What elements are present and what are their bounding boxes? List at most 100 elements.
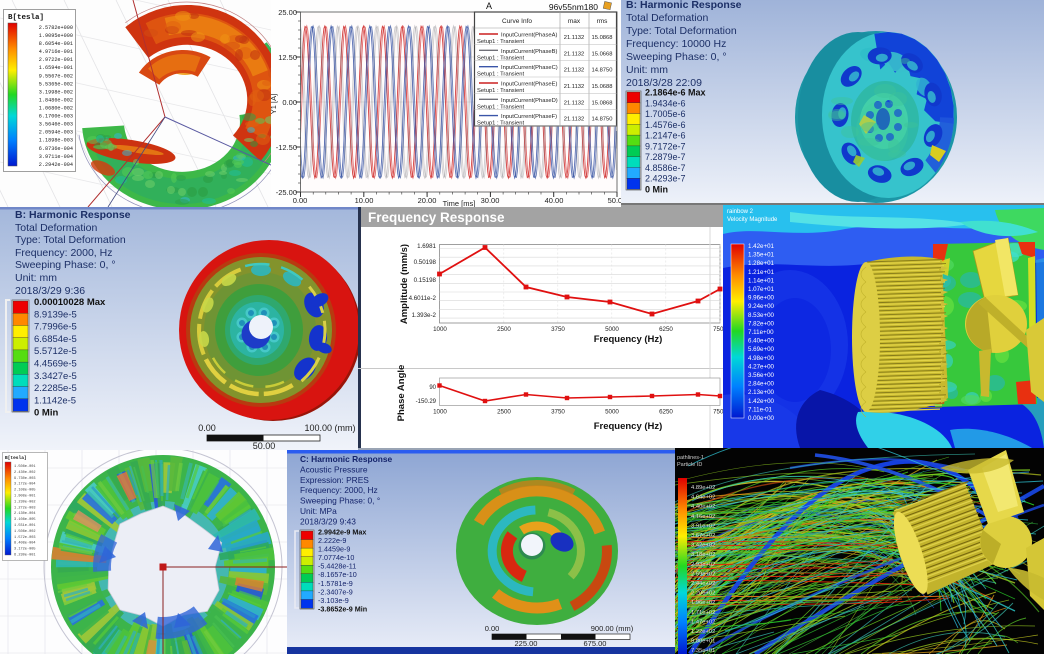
svg-text:pathlines-1: pathlines-1 — [677, 455, 704, 461]
svg-text:-2.3407e-9: -2.3407e-9 — [318, 587, 353, 596]
svg-text:2.84e+00: 2.84e+00 — [748, 381, 775, 388]
svg-text:50.00: 50.00 — [608, 196, 627, 205]
svg-text:Amplitude (mm/s): Amplitude (mm/s) — [399, 244, 410, 324]
svg-text:2.69e+02: 2.69e+02 — [691, 571, 715, 577]
svg-text:2.1864e-6 Max: 2.1864e-6 Max — [645, 88, 706, 98]
svg-text:1.1142e-5: 1.1142e-5 — [34, 395, 76, 406]
svg-text:Setup1 : Transient: Setup1 : Transient — [477, 55, 524, 61]
svg-text:7.2879e-7: 7.2879e-7 — [645, 152, 686, 162]
svg-text:14.8750: 14.8750 — [592, 68, 613, 74]
svg-text:1.572e-003: 1.572e-003 — [14, 536, 36, 540]
svg-text:Unit: MPa: Unit: MPa — [300, 506, 337, 516]
svg-text:-5.4428e-11: -5.4428e-11 — [318, 562, 356, 571]
svg-text:9.96e+00: 9.96e+00 — [748, 295, 775, 302]
svg-text:7500: 7500 — [713, 409, 727, 416]
svg-text:B[tesla]: B[tesla] — [5, 455, 27, 461]
svg-text:Setup1 : Transient: Setup1 : Transient — [477, 72, 524, 78]
svg-text:2.108e-005: 2.108e-005 — [14, 489, 36, 493]
svg-text:Curve Info: Curve Info — [502, 18, 532, 25]
svg-text:1.4576e-6: 1.4576e-6 — [645, 120, 686, 130]
svg-text:Frequency: 10000 Hz: Frequency: 10000 Hz — [626, 38, 726, 50]
svg-text:3.42e+02: 3.42e+02 — [691, 543, 715, 549]
svg-text:15.0868: 15.0868 — [592, 100, 613, 106]
svg-text:1.908e-001: 1.908e-001 — [14, 495, 36, 499]
svg-text:4.6011e-2: 4.6011e-2 — [409, 295, 437, 302]
svg-text:8.408e-004: 8.408e-004 — [14, 542, 36, 546]
svg-text:2018/3/29 9:36: 2018/3/29 9:36 — [15, 285, 85, 297]
svg-text:21.1132: 21.1132 — [564, 35, 585, 41]
svg-text:50.00: 50.00 — [253, 441, 276, 451]
svg-text:1.28e+01: 1.28e+01 — [748, 260, 775, 267]
svg-text:1.6981: 1.6981 — [417, 243, 436, 250]
svg-text:1.1898e-003: 1.1898e-003 — [39, 138, 73, 144]
svg-text:2018/3/29 9:43: 2018/3/29 9:43 — [300, 516, 356, 526]
svg-text:7.82e+00: 7.82e+00 — [748, 320, 775, 327]
svg-text:2500: 2500 — [497, 326, 511, 333]
svg-text:Time [ms]: Time [ms] — [443, 199, 476, 208]
svg-text:Total Deformation: Total Deformation — [15, 222, 97, 234]
svg-text:Unit: mm: Unit: mm — [15, 272, 57, 284]
svg-text:0.50198: 0.50198 — [414, 259, 437, 266]
svg-text:-1.5781e-9: -1.5781e-9 — [318, 579, 353, 588]
svg-text:Velocity Magnitude: Velocity Magnitude — [727, 217, 778, 223]
svg-text:4.8586e-7: 4.8586e-7 — [645, 163, 686, 173]
svg-text:Particle ID: Particle ID — [677, 462, 702, 468]
svg-text:1.42e+00: 1.42e+00 — [748, 398, 775, 405]
svg-text:3750: 3750 — [551, 326, 565, 333]
svg-text:4.9716e-001: 4.9716e-001 — [39, 49, 73, 55]
svg-text:1.42e+01: 1.42e+01 — [748, 243, 775, 250]
svg-text:675.00: 675.00 — [584, 639, 607, 648]
svg-text:2.9722e-001: 2.9722e-001 — [39, 57, 73, 63]
svg-text:Phase Angle: Phase Angle — [396, 365, 407, 422]
svg-text:1.8486e-002: 1.8486e-002 — [39, 98, 73, 104]
svg-text:0.00010028 Max: 0.00010028 Max — [34, 297, 106, 308]
svg-text:max: max — [568, 18, 581, 25]
svg-text:3750: 3750 — [551, 409, 565, 416]
svg-text:15.0668: 15.0668 — [592, 51, 613, 57]
svg-text:Expression: PRES: Expression: PRES — [300, 475, 369, 485]
svg-text:6.40e+00: 6.40e+00 — [748, 338, 775, 345]
svg-text:1.272e-003: 1.272e-003 — [14, 506, 36, 510]
svg-text:8.6054e-001: 8.6054e-001 — [39, 41, 73, 47]
svg-text:7.35e+01: 7.35e+01 — [691, 648, 715, 654]
svg-text:1.6594e-001: 1.6594e-001 — [39, 65, 73, 71]
svg-text:25.00: 25.00 — [278, 8, 297, 17]
svg-text:-12.50: -12.50 — [276, 143, 297, 152]
svg-text:1.2147e-6: 1.2147e-6 — [645, 131, 686, 141]
svg-text:2.130e-004: 2.130e-004 — [14, 512, 36, 516]
svg-text:Setup1 : Transient: Setup1 : Transient — [477, 88, 524, 94]
svg-text:7500: 7500 — [713, 326, 727, 333]
svg-text:-3.103e-9: -3.103e-9 — [318, 596, 349, 605]
svg-text:1000: 1000 — [433, 326, 447, 333]
svg-text:rainbow 2: rainbow 2 — [727, 209, 754, 215]
svg-text:1000: 1000 — [433, 409, 447, 416]
svg-text:2.20e+02: 2.20e+02 — [691, 591, 715, 597]
svg-text:4.27e+00: 4.27e+00 — [748, 363, 775, 370]
svg-text:30.00: 30.00 — [481, 196, 500, 205]
svg-text:2.9942e-9 Max: 2.9942e-9 Max — [318, 528, 366, 537]
svg-text:5.69e+00: 5.69e+00 — [748, 346, 775, 353]
svg-text:InputCurrent(PhaseE): InputCurrent(PhaseE) — [501, 82, 557, 88]
svg-text:Sweeping Phase: 0, °: Sweeping Phase: 0, ° — [300, 496, 380, 506]
svg-text:Y1 [A]: Y1 [A] — [269, 94, 278, 114]
svg-text:9.5567e-002: 9.5567e-002 — [39, 73, 73, 79]
svg-text:8.9139e-5: 8.9139e-5 — [34, 309, 77, 320]
svg-text:2018/3/28 22:09: 2018/3/28 22:09 — [626, 77, 702, 89]
svg-text:-150.29: -150.29 — [416, 399, 437, 405]
svg-text:10.00: 10.00 — [355, 196, 374, 205]
svg-text:1.14e+01: 1.14e+01 — [748, 277, 775, 284]
svg-text:1.508e-001: 1.508e-001 — [14, 465, 36, 469]
svg-text:4.16e+02: 4.16e+02 — [691, 514, 715, 520]
svg-text:Frequency Response: Frequency Response — [368, 210, 505, 225]
svg-text:0.00: 0.00 — [485, 624, 500, 633]
svg-text:-8.1657e-10: -8.1657e-10 — [318, 570, 357, 579]
svg-text:2.430e-002: 2.430e-002 — [14, 471, 36, 475]
svg-text:12.50: 12.50 — [278, 53, 297, 62]
svg-text:-3.8652e-9 Min: -3.8652e-9 Min — [318, 605, 367, 614]
svg-text:0.00e+00: 0.00e+00 — [748, 415, 775, 422]
svg-text:A: A — [486, 1, 492, 11]
svg-text:2.222e-9: 2.222e-9 — [318, 536, 346, 545]
svg-text:4.64e+02: 4.64e+02 — [691, 495, 715, 501]
svg-text:21.1132: 21.1132 — [564, 117, 585, 123]
svg-text:-25.00: -25.00 — [276, 188, 297, 197]
